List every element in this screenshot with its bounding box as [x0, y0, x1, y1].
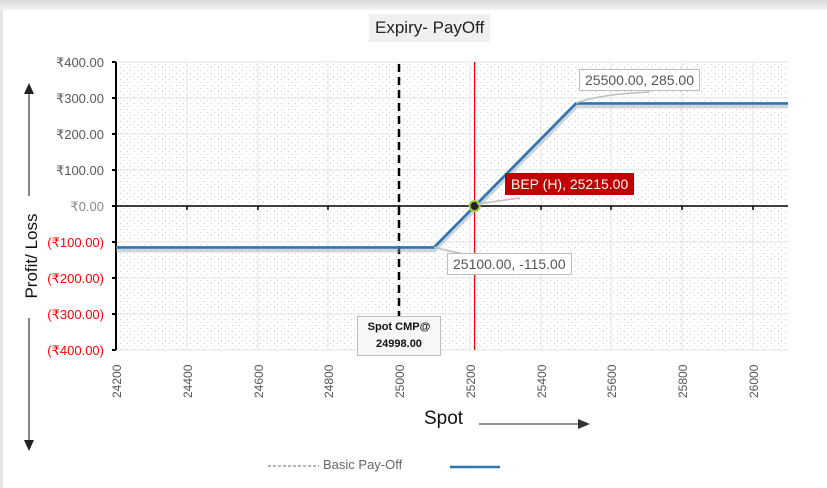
legend-swatches [268, 465, 500, 469]
chart-title: Expiry- PayOff [369, 14, 491, 42]
svg-text:(₹300.00): (₹300.00) [47, 307, 104, 322]
svg-text:₹0.00: ₹0.00 [70, 199, 104, 214]
svg-text:24600: 24600 [252, 364, 266, 398]
window-left-edge [0, 10, 3, 488]
bep-marker [468, 200, 481, 212]
upper-kink-label: 25500.00, 285.00 [579, 69, 700, 91]
y-tick-labels: ₹400.00 ₹300.00 ₹200.00 ₹100.00 ₹0.00 (₹… [47, 55, 104, 358]
spot-cmp-title: Spot CMP@ [367, 321, 431, 333]
legend-basic-payoff: Basic Pay-Off [323, 457, 403, 472]
y-axis-line [112, 61, 117, 351]
svg-text:₹100.00: ₹100.00 [56, 163, 104, 178]
lower-kink-label: 25100.00, -115.00 [447, 253, 572, 275]
x-tick-labels: 24200 24400 24600 24800 25000 25200 2540… [110, 364, 761, 398]
svg-text:25800: 25800 [676, 364, 690, 398]
svg-text:₹200.00: ₹200.00 [56, 127, 104, 142]
svg-text:25400: 25400 [535, 364, 549, 398]
svg-text:25600: 25600 [605, 364, 619, 398]
svg-text:25200: 25200 [464, 364, 478, 398]
horizontal-gridlines [116, 61, 788, 351]
x-axis-arrow [479, 419, 590, 429]
svg-text:₹400.00: ₹400.00 [56, 55, 104, 70]
x-axis-title: Spot [424, 408, 464, 429]
svg-text:25000: 25000 [393, 364, 407, 398]
svg-text:24800: 24800 [322, 364, 336, 398]
svg-text:₹300.00: ₹300.00 [56, 91, 104, 106]
spot-cmp-value: 24998.00 [376, 338, 422, 350]
window-top-edge [0, 0, 827, 10]
svg-text:(₹100.00): (₹100.00) [47, 235, 104, 250]
svg-text:(₹400.00): (₹400.00) [47, 343, 104, 358]
svg-text:26000: 26000 [747, 364, 761, 398]
svg-text:24400: 24400 [181, 364, 195, 398]
y-axis-arrow [24, 83, 34, 451]
zero-axis-line [116, 205, 788, 210]
y-axis-title: Profit/ Loss [22, 213, 41, 299]
spot-cmp-label: Spot CMP@ 24998.00 [357, 316, 441, 356]
bep-label: BEP (H), 25215.00 [505, 173, 635, 195]
svg-text:24200: 24200 [110, 364, 124, 398]
svg-text:(₹200.00): (₹200.00) [47, 271, 104, 286]
